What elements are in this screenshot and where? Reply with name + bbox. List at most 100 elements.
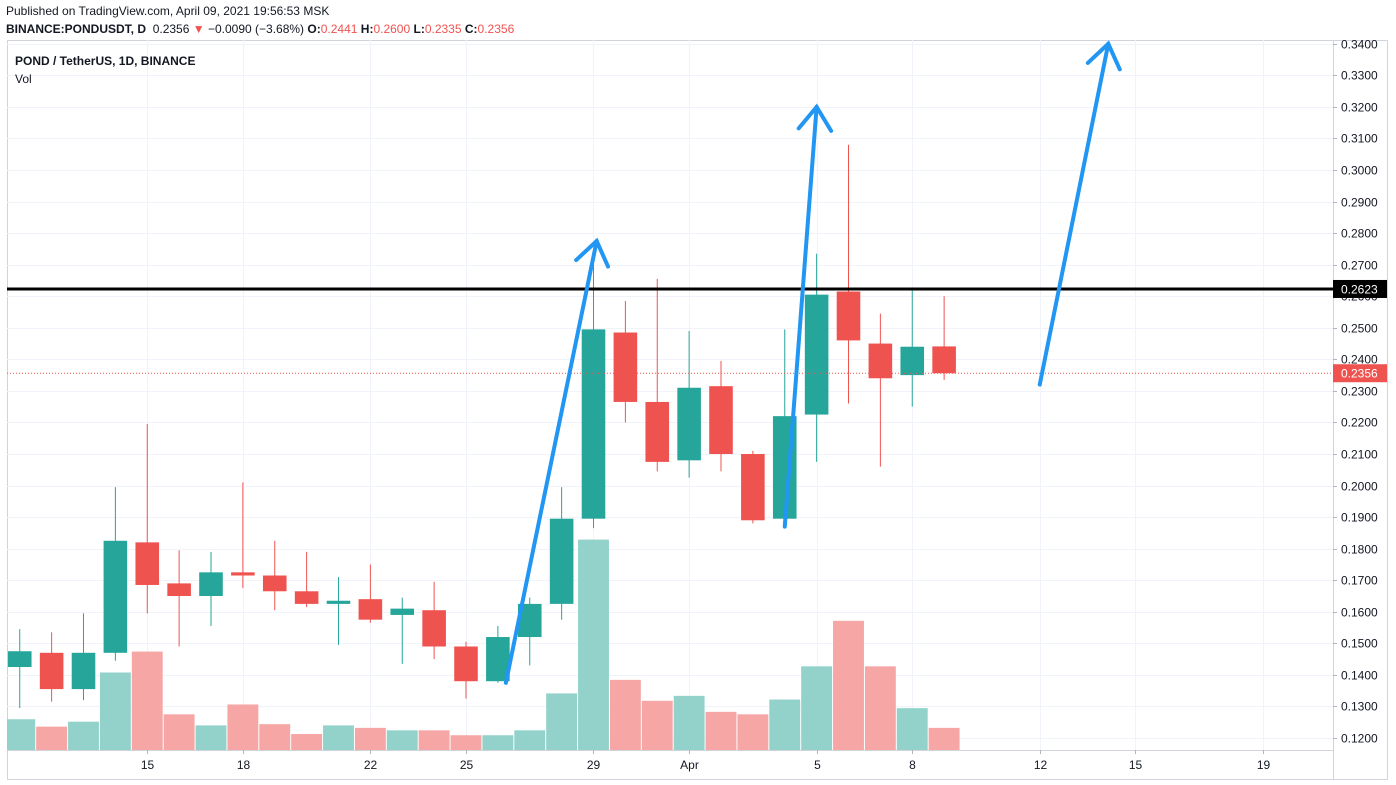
x-tick-label: 22 <box>364 758 378 772</box>
candle-body <box>709 386 733 455</box>
change-text: −0.0090 (−3.68%) <box>207 22 305 36</box>
level-price-label-bg <box>1333 279 1387 298</box>
candle-body <box>390 608 415 615</box>
price-labels: 0.2623 0.2356 <box>1333 279 1387 383</box>
volume-bar <box>578 539 609 750</box>
volume-bar <box>896 708 928 750</box>
volume-bar <box>801 666 833 750</box>
volume-bar <box>99 672 131 750</box>
y-tick-label: 0.1600 <box>1341 606 1378 620</box>
low-value: 0.2335 <box>424 22 462 36</box>
trend-arrow-shaft <box>503 239 599 685</box>
candle-body <box>645 401 670 462</box>
level-price-label: 0.2623 <box>1341 282 1378 296</box>
y-tick-label: 0.1900 <box>1341 511 1378 525</box>
candle-body <box>486 637 510 682</box>
y-tick-label: 0.2900 <box>1341 196 1378 210</box>
candle-body <box>900 346 925 376</box>
volume-bar <box>323 725 354 750</box>
candle-body <box>167 583 191 597</box>
candle-body <box>422 610 446 647</box>
x-tick-label: 18 <box>237 758 251 772</box>
candle-body <box>135 542 160 585</box>
volume-bar <box>546 693 578 750</box>
published-line: Published on TradingView.com, April 09, … <box>6 4 329 18</box>
y-tick-label: 0.3300 <box>1341 69 1378 83</box>
trend-arrow-head <box>796 103 834 133</box>
candle-body <box>581 329 606 519</box>
y-tick-label: 0.2300 <box>1341 385 1378 399</box>
candle-body <box>517 603 542 638</box>
y-tick-label: 0.2400 <box>1341 353 1378 367</box>
legend-symbol: POND / TetherUS, 1D, BINANCE <box>15 54 196 68</box>
volume-bar <box>131 651 163 750</box>
open-value: 0.2441 <box>320 22 358 36</box>
y-tick-label: 0.3100 <box>1341 132 1378 146</box>
y-tick-label: 0.1700 <box>1341 574 1378 588</box>
candle-body <box>71 652 96 690</box>
trend-arrow-shaft <box>1037 41 1111 387</box>
y-tick-label: 0.1500 <box>1341 637 1378 651</box>
candle-body <box>199 572 223 597</box>
y-tick-label: 0.2500 <box>1341 322 1378 336</box>
volume-bar <box>227 704 259 750</box>
close-value: 0.2356 <box>477 22 515 36</box>
x-tick-label: 8 <box>909 758 916 772</box>
down-triangle-icon: ▼ <box>192 22 205 36</box>
candle-body <box>231 572 255 576</box>
legend-volume: Vol <box>15 72 32 86</box>
y-tick-label: 0.1800 <box>1341 543 1378 557</box>
open-label: O: <box>307 22 321 36</box>
x-tick-label: 19 <box>1257 758 1271 772</box>
y-tick-label: 0.3400 <box>1341 40 1378 52</box>
close-label: C: <box>464 22 478 36</box>
volume-bar <box>36 726 68 750</box>
trend-arrow-head <box>1085 40 1122 72</box>
y-tick-label: 0.1300 <box>1341 700 1378 714</box>
volume-bar <box>673 695 705 750</box>
last-price-text: 0.2356 <box>152 22 190 36</box>
y-tick-label: 0.3000 <box>1341 164 1378 178</box>
candle-body <box>7 651 32 668</box>
volume-bar <box>68 721 99 750</box>
y-tick-label: 0.2100 <box>1341 448 1378 462</box>
time-axis[interactable]: 15 18 22 25 29 Apr 5 8 12 15 19 <box>141 750 1271 772</box>
x-tick-label: 15 <box>1129 758 1143 772</box>
trend-arrow-head <box>574 237 611 269</box>
candle-body <box>294 591 319 604</box>
volume-bar <box>609 679 641 750</box>
volume-bar <box>291 734 323 750</box>
price-chart[interactable]: 0.3400 0.3300 0.3200 0.3100 0.3000 0.2900 0.28… <box>7 40 1388 780</box>
price-axis[interactable]: 0.3400 0.3300 0.3200 0.3100 0.3000 0.2900 0.28… <box>1333 40 1378 746</box>
chart-legend: POND / TetherUS, 1D, BINANCE Vol <box>15 54 195 86</box>
low-label: L: <box>413 22 425 36</box>
x-tick-label: Apr <box>680 758 699 772</box>
candles[interactable] <box>7 144 956 709</box>
ohlc-info-line: BINANCE:PONDUSDT, D 0.2356 ▼ −0.0090 (−3… <box>6 22 514 36</box>
candle-body <box>358 599 383 620</box>
volume-bar <box>386 730 418 750</box>
candle-body <box>39 652 64 690</box>
published-text: Published on TradingView.com, April 09, … <box>6 4 330 18</box>
volume-bar <box>928 727 960 750</box>
volume-bar <box>418 730 450 750</box>
y-tick-label: 0.2000 <box>1341 480 1378 494</box>
volume-bar <box>737 714 769 750</box>
x-tick-label: 25 <box>460 758 474 772</box>
candle-body <box>613 332 638 402</box>
x-tick-label: 12 <box>1034 758 1048 772</box>
volume-bar <box>705 711 737 750</box>
x-tick-label: 5 <box>814 758 821 772</box>
last-price-label-bg <box>1333 364 1387 383</box>
y-tick-label: 0.2700 <box>1341 259 1378 273</box>
volume-bar <box>482 735 514 750</box>
volume-bar <box>195 725 227 750</box>
volume-bar <box>641 700 673 750</box>
high-label: H: <box>360 22 374 36</box>
y-tick-label: 0.2800 <box>1341 227 1378 241</box>
volume-bar <box>7 719 36 750</box>
drawn-arrows[interactable] <box>503 40 1122 685</box>
y-tick-label: 0.1200 <box>1341 732 1378 746</box>
volume-bar <box>354 727 386 750</box>
volume-bar <box>163 714 195 750</box>
